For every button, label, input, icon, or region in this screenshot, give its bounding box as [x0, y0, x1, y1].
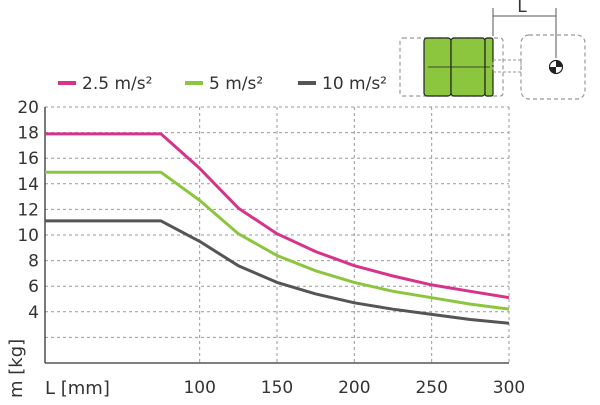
y-tick-label: 4: [28, 303, 39, 323]
y-tick-label: 6: [28, 277, 39, 297]
y-tick-label: 16: [17, 149, 39, 169]
y-tick-label: 20: [17, 98, 39, 118]
x-tick-label: 250: [415, 378, 447, 398]
y-tick-label: 10: [17, 226, 39, 246]
sensor-diagram: L: [399, 0, 586, 100]
x-axis-label: L [mm]: [45, 378, 110, 399]
y-tick-label: 14: [17, 175, 39, 195]
y-tick-label: 12: [17, 200, 39, 220]
y-tick-label: 18: [17, 124, 39, 144]
x-tick-labels: 100 150 200 250 300: [183, 378, 525, 398]
clamp-outline: [520, 34, 586, 100]
legend-label-2: 5 m/s²: [209, 74, 263, 94]
series-line-3: [45, 219, 510, 325]
series-lines: [45, 132, 510, 325]
x-tick-label: 200: [338, 378, 370, 398]
y-tick-label: 8: [28, 252, 39, 272]
y-axis-label: m [kg]: [6, 339, 27, 398]
x-tick-label: 150: [261, 378, 293, 398]
x-tick-label: 100: [183, 378, 215, 398]
legend-label-3: 10 m/s²: [322, 74, 387, 94]
housing-outline: [399, 37, 504, 97]
legend: 2.5 m/s² 5 m/s² 10 m/s²: [58, 74, 387, 94]
series-line-1: [45, 132, 510, 300]
legend-label-1: 2.5 m/s²: [82, 74, 152, 94]
axes: [44, 107, 509, 364]
series-line-2: [45, 170, 510, 311]
y-tick-labels: 4 6 8 10 12 14 16 18 20: [17, 98, 39, 323]
pivot-marker-fill: [549, 60, 563, 74]
connector-shaft: [492, 59, 522, 73]
x-tick-label: 300: [493, 378, 525, 398]
dimension-label: L: [517, 0, 527, 17]
